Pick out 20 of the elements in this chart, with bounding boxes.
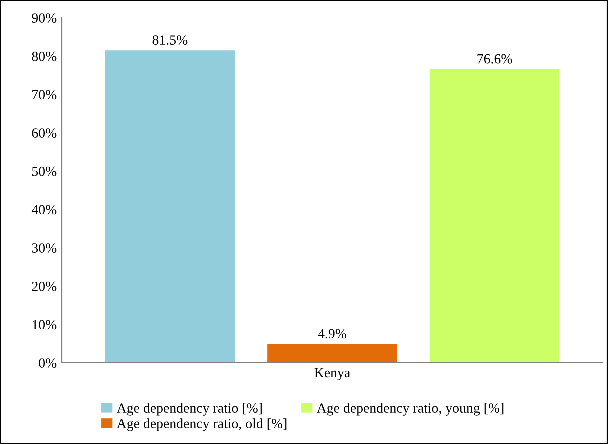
legend-label: Age dependency ratio [%]: [116, 403, 262, 416]
y-tick-label: 90%: [32, 14, 57, 23]
y-tick-label: 70%: [32, 90, 57, 100]
data-label: 81.5%: [152, 36, 188, 46]
data-label: 4.9%: [318, 329, 346, 339]
bar: [105, 50, 236, 363]
y-tick-label: 20%: [32, 282, 57, 292]
y-tick-label: 40%: [32, 205, 57, 215]
legend-label: Age dependency ratio, young [%]: [316, 403, 504, 416]
y-tick-label: 60%: [32, 128, 57, 138]
y-tick-label: 30%: [32, 244, 57, 253]
data-label: 76.6%: [478, 54, 512, 64]
y-tick-label: 50%: [32, 166, 57, 176]
legend-label: Age dependency ratio, old [%]: [116, 418, 287, 432]
x-tick-label: Kenya: [314, 368, 350, 380]
bar: [268, 344, 398, 363]
y-tick-label: 10%: [32, 320, 57, 330]
y-tick-label: 80%: [32, 52, 57, 62]
bar: [430, 69, 560, 363]
y-tick-label: 0%: [39, 358, 57, 368]
